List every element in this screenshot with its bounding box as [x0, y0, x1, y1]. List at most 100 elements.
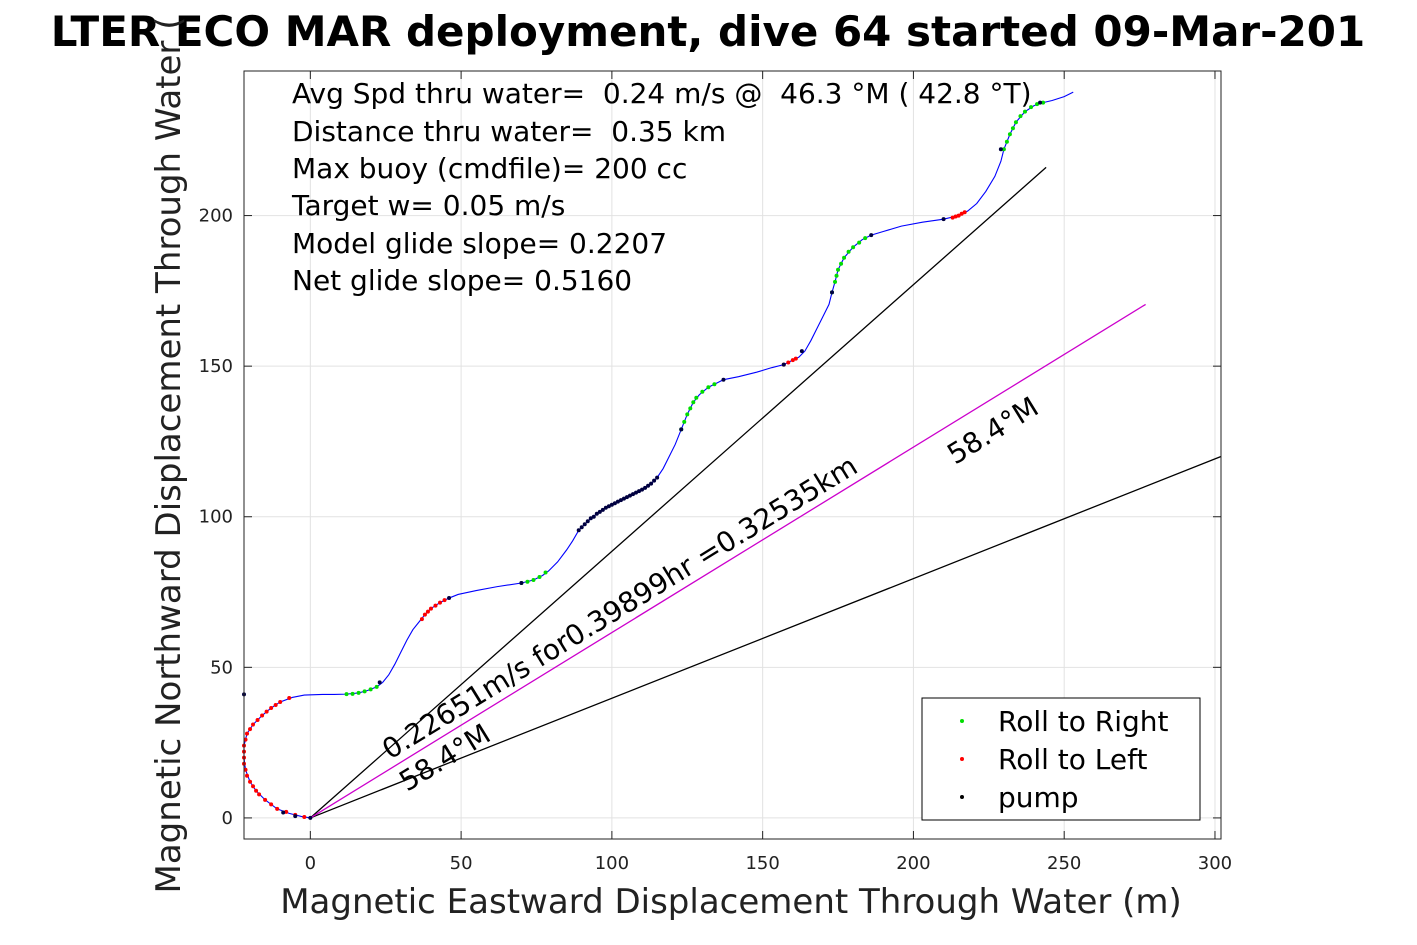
- roll-right-point: [712, 382, 717, 387]
- x-tick-label: 250: [1047, 853, 1081, 874]
- roll-right-point: [706, 385, 711, 390]
- roll-right-point: [1022, 109, 1027, 114]
- legend-label-roll-left: Roll to Left: [998, 743, 1147, 776]
- pump-point: [652, 478, 657, 483]
- roll-right-point: [834, 273, 839, 278]
- y-axis-label: Magnetic Northward Displacement Through …: [149, 17, 189, 894]
- info-distance: Distance thru water= 0.35 km: [292, 115, 726, 148]
- roll-right-point: [1004, 139, 1009, 144]
- x-tick-label: 50: [450, 853, 473, 874]
- y-tick-label: 0: [222, 808, 233, 829]
- roll-left-point: [255, 718, 260, 723]
- roll-right-point: [1001, 147, 1006, 152]
- pump-point: [640, 487, 645, 492]
- roll-left-point: [245, 731, 250, 736]
- roll-left-point: [953, 214, 958, 219]
- pump-point: [612, 501, 617, 506]
- roll-left-point: [786, 360, 791, 365]
- roll-left-point: [287, 696, 292, 701]
- info-block: Avg Spd thru water= 0.24 m/s @ 46.3 °M (…: [291, 77, 1032, 297]
- pump-point: [618, 498, 623, 503]
- info-avg-speed: Avg Spd thru water= 0.24 m/s @ 46.3 °M (…: [292, 77, 1032, 110]
- model-line-1: [309, 166, 1047, 819]
- roll-left-point: [438, 600, 443, 605]
- roll-right-point: [688, 406, 693, 411]
- roll-right-point: [362, 689, 367, 694]
- pump-point: [781, 362, 786, 367]
- pump-point: [588, 516, 593, 521]
- pump-point: [579, 525, 584, 530]
- roll-right-point: [700, 389, 705, 394]
- pump-point: [679, 427, 684, 432]
- roll-left-point: [264, 709, 269, 714]
- roll-right-point: [1018, 114, 1023, 119]
- roll-right-point: [525, 579, 530, 584]
- y-tick-label: 150: [199, 356, 233, 377]
- roll-left-point: [260, 713, 265, 718]
- pump-point: [308, 815, 313, 820]
- info-net-glide: Net glide slope= 0.5160: [292, 264, 632, 297]
- info-target-w: Target w= 0.05 m/s: [291, 189, 565, 222]
- pump-point: [281, 810, 286, 815]
- x-tick-label: 200: [896, 853, 930, 874]
- roll-right-point: [543, 570, 548, 575]
- legend-label-roll-right: Roll to Right: [998, 705, 1169, 738]
- x-tick-label: 150: [745, 853, 779, 874]
- x-axis-label: Magnetic Eastward Displacement Through W…: [280, 882, 1182, 922]
- legend-marker-roll-right: [960, 719, 964, 723]
- pump-point: [634, 490, 639, 495]
- roll-left-point: [419, 617, 424, 622]
- pump-point: [609, 502, 614, 507]
- roll-left-point: [278, 699, 283, 704]
- x-tick-label: 100: [595, 853, 629, 874]
- model-lines: [309, 166, 1222, 819]
- roll-left-point: [263, 797, 268, 802]
- pump-point: [597, 509, 602, 514]
- roll-right-point: [531, 577, 536, 582]
- pump-point: [721, 377, 726, 382]
- pump-point: [519, 581, 524, 585]
- roll-right-point: [836, 267, 841, 272]
- roll-left-point: [425, 609, 430, 614]
- x-tick-label: 0: [305, 853, 316, 874]
- model-line-3: [309, 303, 1146, 819]
- roll-right-point: [846, 249, 851, 254]
- roll-left-point: [428, 606, 433, 611]
- roll-right-point: [356, 690, 361, 695]
- roll-left-point: [962, 210, 967, 215]
- roll-right-point: [857, 240, 862, 245]
- model-line-2: [310, 455, 1222, 819]
- roll-right-point: [374, 684, 379, 689]
- roll-right-point: [350, 691, 355, 696]
- roll-left-point: [248, 727, 253, 732]
- roll-right-point: [839, 261, 844, 266]
- heading-annotation-upper: 58.4°M: [941, 390, 1044, 471]
- pump-point: [643, 485, 648, 490]
- roll-left-point: [254, 788, 259, 793]
- roll-left-point: [959, 211, 964, 216]
- roll-left-point: [257, 792, 262, 797]
- roll-right-point: [344, 692, 349, 697]
- roll-left-point: [243, 767, 248, 772]
- roll-left-point: [790, 358, 795, 363]
- roll-right-point: [1029, 105, 1034, 110]
- info-max-buoy: Max buoy (cmdfile)= 200 cc: [292, 152, 687, 185]
- pump-point: [627, 493, 632, 498]
- roll-left-point: [245, 773, 250, 778]
- pump-point: [830, 290, 835, 295]
- roll-left-point: [243, 737, 248, 742]
- x-tick-label: 300: [1198, 853, 1232, 874]
- roll-left-point: [269, 705, 274, 710]
- pump-point: [646, 483, 651, 488]
- legend-marker-pump: [960, 795, 964, 799]
- pump-point: [576, 528, 581, 533]
- roll-left-point: [950, 215, 955, 220]
- grid: [244, 71, 1221, 839]
- y-tick-label: 50: [210, 657, 233, 678]
- points-layer: [242, 100, 1046, 820]
- roll-right-point: [863, 236, 868, 241]
- legend-box: [921, 697, 1201, 821]
- chart-title: LTER ECO MAR deployment, dive 64 started…: [51, 7, 1366, 56]
- roll-left-point: [251, 784, 256, 789]
